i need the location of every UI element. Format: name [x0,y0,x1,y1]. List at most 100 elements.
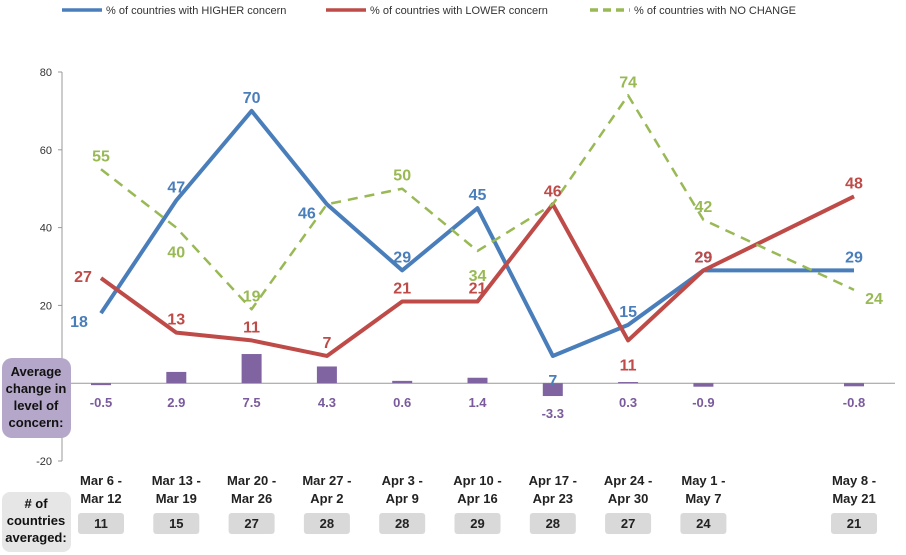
data-label: 45 [469,187,487,204]
count-box [379,513,426,534]
x-tick-label: Mar 19 [156,491,197,506]
data-label: 46 [298,205,316,222]
bar [241,354,262,384]
data-label: 11 [620,357,637,374]
count-box [529,513,576,534]
bar-label: 7.5 [243,395,261,410]
data-label: 55 [92,148,110,165]
data-label: 34 [469,268,487,285]
y-tick-label: 20 [40,300,52,312]
count-box [228,513,275,534]
series-line [99,194,855,358]
data-label: 29 [695,249,713,266]
bar-label: 0.3 [619,395,637,410]
count-label: 15 [169,516,183,531]
legend-label: % of countries with LOWER concern [370,5,548,17]
bar [618,382,639,384]
x-tick-label: Apr 3 - [382,473,423,488]
y-tick-label: 40 [40,223,52,235]
data-label: 46 [544,183,562,200]
legend-label: % of countries with NO CHANGE [634,5,796,17]
bar [392,380,413,384]
x-tick-label: Mar 26 [231,491,272,506]
data-label: 50 [393,168,411,185]
series-line [100,94,855,311]
x-tick-label: May 1 - [681,473,725,488]
data-label: 29 [393,249,411,266]
bar [542,383,563,397]
data-label: 29 [695,249,713,266]
data-label: 29 [845,249,863,266]
count-box [454,513,501,534]
bar-caption-box [2,358,71,438]
x-axis-labels: Mar 6 - Mar 12 Mar 13 - Mar 19 Mar 20 - Mar 2… [78,473,877,534]
x-tick-label: Mar 6 - [80,473,122,488]
x-tick-label: Mar 13 - [152,473,201,488]
data-label: 7 [548,373,557,390]
count-caption-line: countries [7,513,66,528]
bar-caption-line: change in [6,381,67,396]
data-label: 42 [695,199,713,216]
bar-label: -3.3 [542,406,564,421]
data-label: 24 [865,291,883,308]
y-tick-label: -20 [36,456,52,468]
x-tick-label: Apr 10 - [453,473,501,488]
data-label: 21 [469,281,487,298]
data-label: 11 [243,319,260,336]
data-label: 70 [243,90,261,107]
x-tick-label: Apr 30 [608,491,648,506]
bar-caption-line: level of [14,398,59,413]
bar-label: -0.9 [692,395,714,410]
bar [166,371,187,384]
count-box [831,513,877,534]
data-label: 7 [322,335,331,352]
x-tick-label: Apr 9 [386,491,419,506]
count-label: 28 [320,516,334,531]
data-label: 27 [74,269,92,286]
count-label: 28 [395,516,409,531]
bar-label: 0.6 [393,395,411,410]
x-tick-label: Mar 12 [80,491,121,506]
legend-label: % of countries with HIGHER concern [106,5,286,17]
count-label: 11 [94,516,108,531]
line-series [99,94,855,358]
bar-series [91,354,864,397]
count-box [680,513,727,534]
legend: % of countries with HIGHER concern % of c… [62,5,796,17]
bar [467,377,488,384]
x-tick-label: Apr 2 [310,491,343,506]
data-label: 13 [167,312,185,329]
count-caption-line: # of [24,496,48,511]
count-box [153,513,200,534]
bar-label: -0.8 [843,395,865,410]
bar-caption-line: concern: [9,415,64,430]
bar-label: 2.9 [167,395,185,410]
count-box [605,513,652,534]
x-tick-label: May 8 - [832,473,876,488]
bar-caption-line: Average [11,364,62,379]
axes: -20 20 40 60 80 [36,67,895,468]
data-label: 19 [243,288,261,305]
bar-label: 1.4 [468,395,487,410]
y-tick-label: 60 [40,145,52,157]
bar [693,383,714,387]
bar [844,383,864,387]
x-tick-label: Mar 20 - [227,473,276,488]
bar-label: -0.5 [90,395,112,410]
count-box [78,513,124,534]
side-labels: Average change in level of concern: # of coun… [2,358,71,552]
bar [316,366,337,384]
x-tick-label: Apr 23 [533,491,573,506]
count-label: 21 [847,516,861,531]
x-tick-label: Apr 16 [457,491,497,506]
x-tick-label: May 7 [685,491,721,506]
data-label: 15 [619,304,637,321]
count-caption-box [2,492,71,552]
data-labels: -0.5 2.9 7.5 4.3 0.6 1.4 -3.3 0.3 -0.9 -0.8 18 47 70… [70,74,883,421]
count-label: 29 [470,516,484,531]
data-label: 40 [167,245,185,262]
count-label: 27 [621,516,635,531]
count-label: 28 [546,516,560,531]
data-label: 47 [167,179,185,196]
